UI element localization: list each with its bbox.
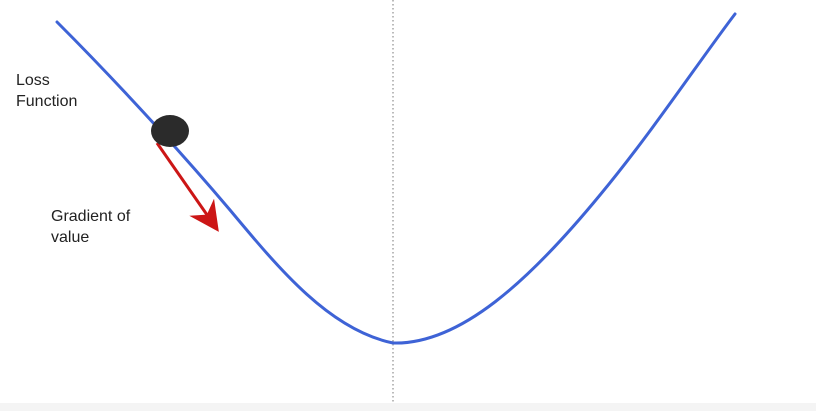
bottom-strip [0,403,816,411]
loss-function-label-line1: Loss [16,72,50,89]
gradient-arrow [155,142,219,232]
loss-curve [55,12,737,345]
gradient-label-line2: value [51,229,90,246]
gradient-label-line1: Gradient of [51,208,131,225]
gradient-label: Gradient of value [51,206,130,248]
loss-function-label-line2: Function [16,93,78,110]
ball-marker [151,115,189,147]
loss-function-label: Loss Function [16,70,77,112]
